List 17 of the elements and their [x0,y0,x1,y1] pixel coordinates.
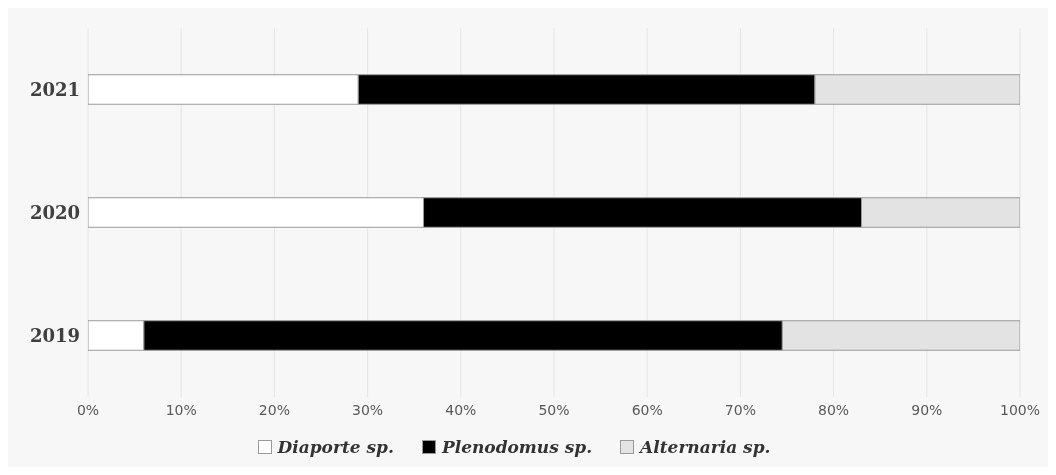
x-tick-label: 30% [352,401,384,418]
x-tick-label: 100% [999,401,1041,418]
y-tick-label: 2019 [29,324,80,346]
x-tick-label: 70% [724,401,756,418]
y-tick-label: 2020 [29,201,80,223]
x-tick-label: 0% [76,401,100,418]
legend-label: Plenodomus sp. [441,437,593,457]
x-tick-label: 50% [538,401,570,418]
x-tick-label: 60% [631,401,663,418]
x-tick-label: 20% [258,401,290,418]
x-tick-label: 40% [445,401,477,418]
x-tick-label: 10% [165,401,197,418]
legend-label: Alternaria sp. [640,437,771,457]
y-tick-label: 2021 [29,78,80,100]
x-tick-label: 90% [911,401,943,418]
legend-label: Diaporte sp. [277,437,394,457]
x-tick-label: 80% [818,401,850,418]
